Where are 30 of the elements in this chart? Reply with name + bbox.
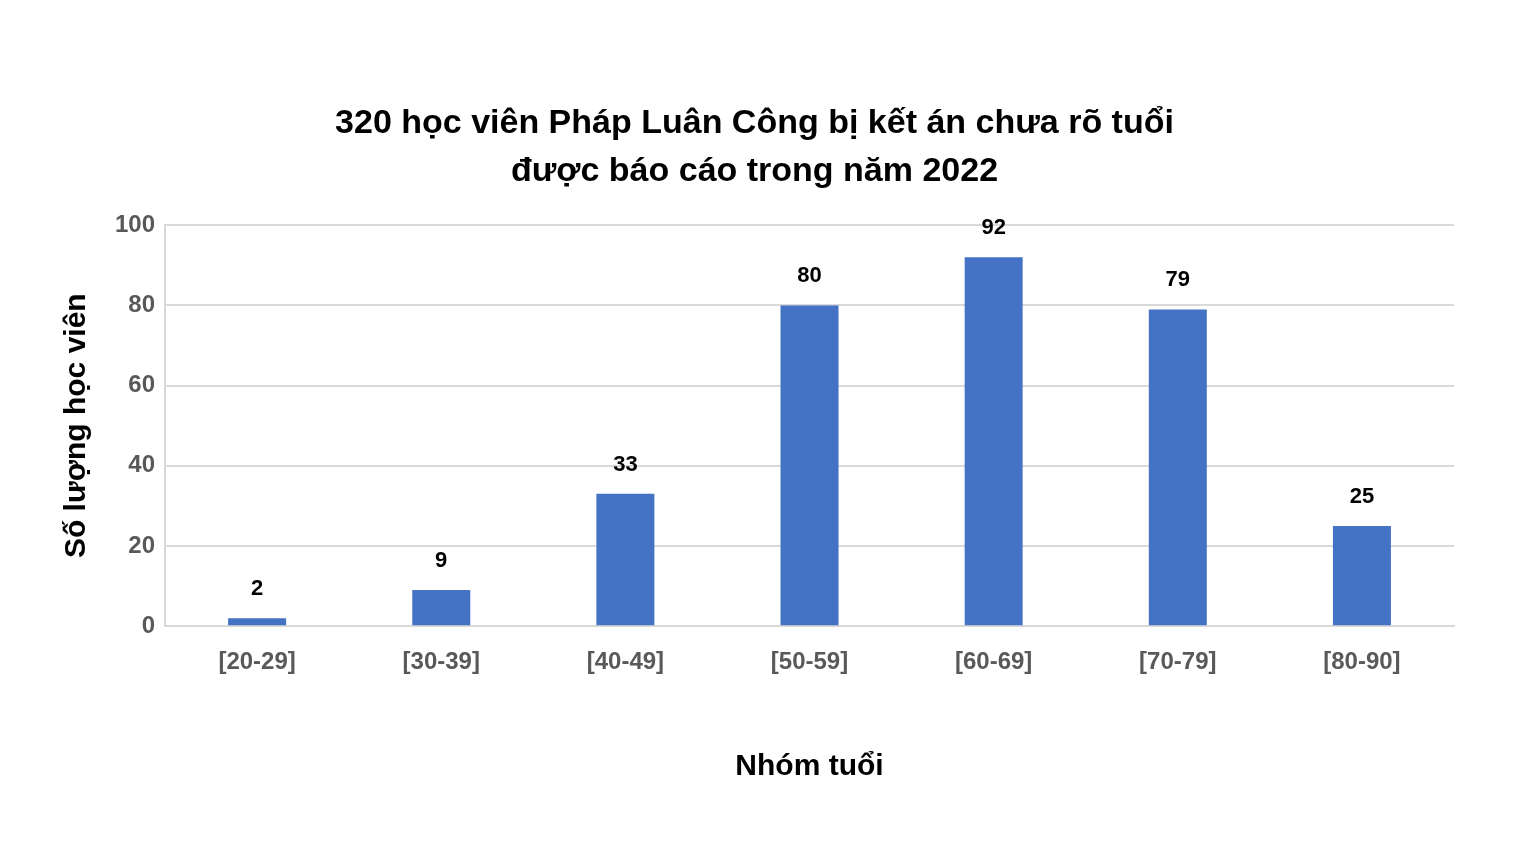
data-label: 25 xyxy=(1349,483,1375,509)
data-label: 9 xyxy=(435,547,448,573)
x-tick-label: [80-90] xyxy=(1323,647,1401,675)
data-label: 80 xyxy=(797,262,822,288)
bar xyxy=(228,618,287,626)
x-tick-label: [50-59] xyxy=(770,647,849,675)
data-label: 2 xyxy=(250,575,264,601)
y-axis-title: Số lượng học viên xyxy=(58,293,92,559)
x-tick-label: [70-79] xyxy=(1139,647,1217,675)
bar xyxy=(1148,309,1207,626)
bar xyxy=(964,257,1023,626)
x-tick-label: [40-49] xyxy=(586,647,665,675)
y-tick-label: 80 xyxy=(128,290,156,318)
data-label: 92 xyxy=(981,214,1006,240)
data-label: 79 xyxy=(1165,266,1191,292)
bar xyxy=(1332,525,1391,626)
bar xyxy=(780,305,839,626)
y-tick-label: 0 xyxy=(141,610,156,638)
y-tick-label: 60 xyxy=(128,370,156,398)
x-axis-title: Nhóm tuổi xyxy=(735,748,884,782)
chart-title: 320 học viên Pháp Luân Công bị kết án chưa rõ tuổi được báo cáo trong năm 2022 xyxy=(335,102,1174,188)
y-tick-label: 100 xyxy=(115,209,156,237)
data-label: 33 xyxy=(613,450,638,476)
x-tick-label: [60-69] xyxy=(954,647,1033,675)
y-tick-label: 40 xyxy=(128,450,156,478)
bar xyxy=(596,493,655,626)
y-tick-label: 20 xyxy=(128,530,156,558)
x-tick-label: [30-39] xyxy=(402,647,480,675)
x-tick-label: [20-29] xyxy=(218,647,296,675)
bar xyxy=(412,590,471,626)
